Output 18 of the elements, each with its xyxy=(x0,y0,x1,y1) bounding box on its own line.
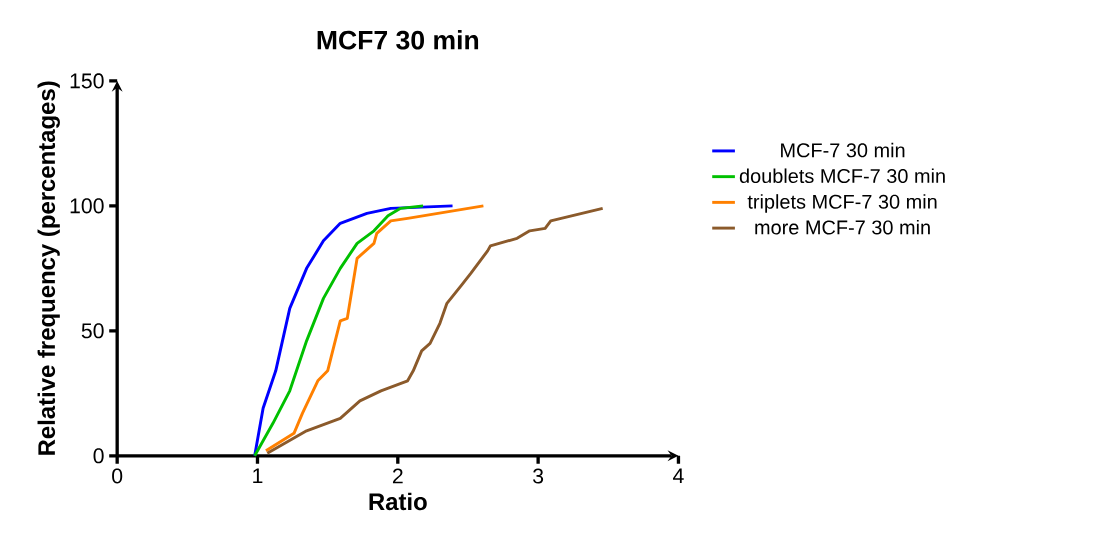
y-tick-label: 0 xyxy=(93,448,104,464)
x-tick-label: 1 xyxy=(253,468,263,484)
x-tick-label: 0 xyxy=(112,468,123,484)
y-axis-title: Relative frequency (percentages) xyxy=(37,81,60,455)
chart-title: MCF7 30 min xyxy=(317,30,479,50)
line-series xyxy=(265,206,605,455)
y-tick-label: 150 xyxy=(70,73,104,89)
x-axis-title: Ratio xyxy=(369,492,427,511)
x-tick-label: 2 xyxy=(392,468,403,484)
line-series xyxy=(264,204,485,453)
legend-label: more MCF-7 30 min xyxy=(755,219,930,235)
legend-label: doublets MCF-7 30 min xyxy=(739,168,945,184)
x-tick-label: 4 xyxy=(673,468,684,484)
legend-label: MCF-7 30 min xyxy=(781,142,905,158)
y-tick-label: 50 xyxy=(81,323,104,339)
y-tick-label: 100 xyxy=(70,198,104,214)
x-tick-label: 3 xyxy=(533,468,544,484)
legend-label: triplets MCF-7 30 min xyxy=(747,194,937,213)
